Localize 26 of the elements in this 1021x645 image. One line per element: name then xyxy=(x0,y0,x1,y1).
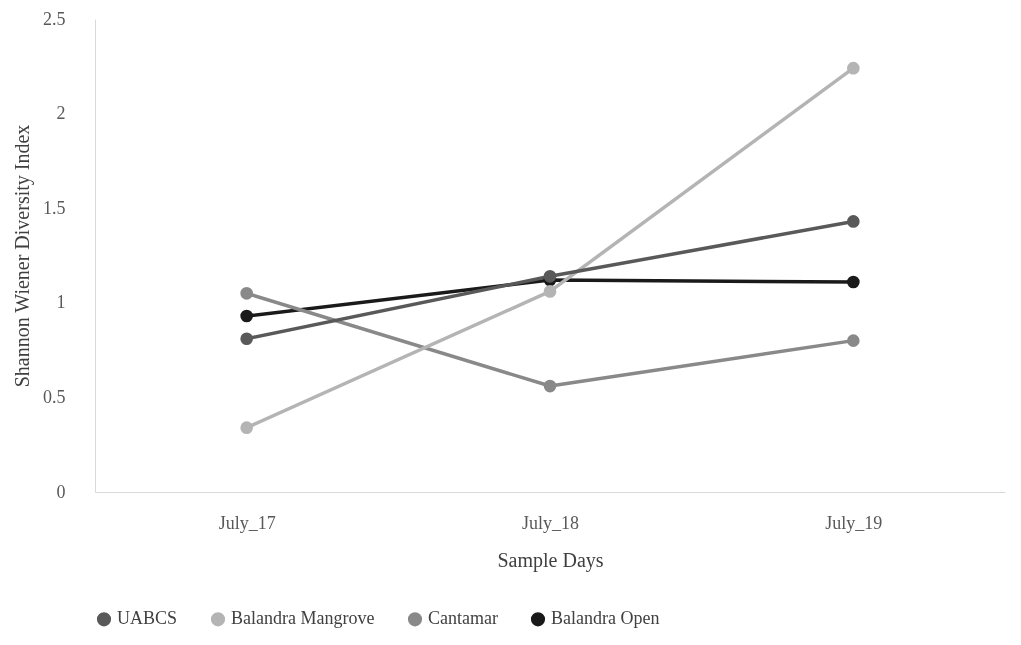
point xyxy=(240,309,253,323)
x-tick-label: July_17 xyxy=(218,512,276,533)
point xyxy=(847,215,860,228)
y-tick-label: 1.5 xyxy=(43,197,66,218)
x-tick-label: July_19 xyxy=(825,512,883,533)
point xyxy=(240,287,253,300)
x-axis-title: Sample Days xyxy=(497,548,604,572)
legend-label: UABCS xyxy=(117,608,178,629)
point xyxy=(847,334,860,347)
y-tick-label: 1 xyxy=(56,292,66,313)
point xyxy=(847,275,860,289)
point xyxy=(543,379,557,393)
legend-label: Balandra Open xyxy=(551,608,660,629)
y-tick-label: 0 xyxy=(56,481,66,502)
point xyxy=(240,421,253,434)
y-axis-title: Shannon Wiener Diversity Index xyxy=(11,124,34,388)
point xyxy=(543,285,557,298)
y-tick-label: 0.5 xyxy=(43,386,66,407)
x-tick-label: July_18 xyxy=(521,512,580,533)
legend-label: Cantamar xyxy=(428,608,498,629)
point xyxy=(543,270,557,283)
point xyxy=(240,332,253,346)
y-tick-label: 2 xyxy=(56,103,66,124)
y-tick-label: 2.5 xyxy=(43,8,66,29)
point xyxy=(847,61,860,75)
legend-label: Balandra Mangrove xyxy=(231,608,375,629)
